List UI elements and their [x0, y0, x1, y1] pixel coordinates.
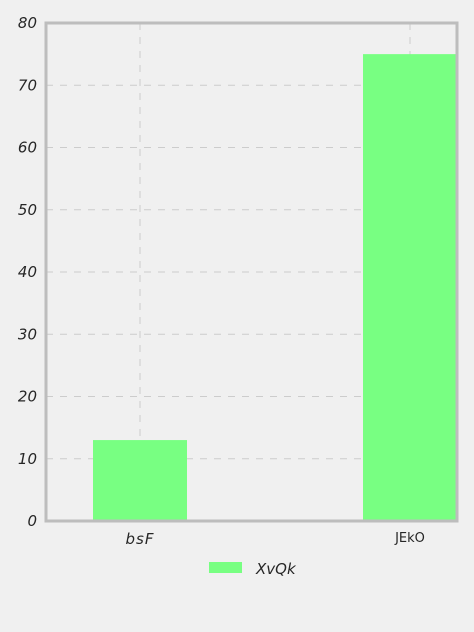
bar-jeko — [363, 54, 456, 521]
legend: XvQk — [209, 560, 297, 578]
bars — [93, 54, 456, 521]
y-tick-label: 60 — [18, 139, 37, 157]
y-axis-ticks: 0 10 20 30 40 50 60 70 80 — [18, 14, 37, 530]
y-tick-label: 30 — [18, 325, 37, 343]
x-axis-ticks: bsF JEkO — [126, 530, 425, 548]
y-tick-label: 70 — [18, 76, 37, 94]
y-tick-label: 80 — [18, 14, 37, 32]
bar-bsf — [93, 440, 187, 521]
y-tick-label: 40 — [18, 263, 37, 281]
y-tick-label: 20 — [18, 388, 37, 406]
x-tick-label: bsF — [126, 530, 155, 548]
legend-label: XvQk — [255, 560, 297, 578]
legend-swatch — [209, 562, 242, 573]
x-tick-label: JEkO — [394, 531, 425, 546]
plot-frame — [44, 21, 459, 523]
y-tick-label: 10 — [18, 450, 37, 468]
y-tick-label: 50 — [18, 201, 37, 219]
y-tick-label: 0 — [27, 512, 37, 530]
